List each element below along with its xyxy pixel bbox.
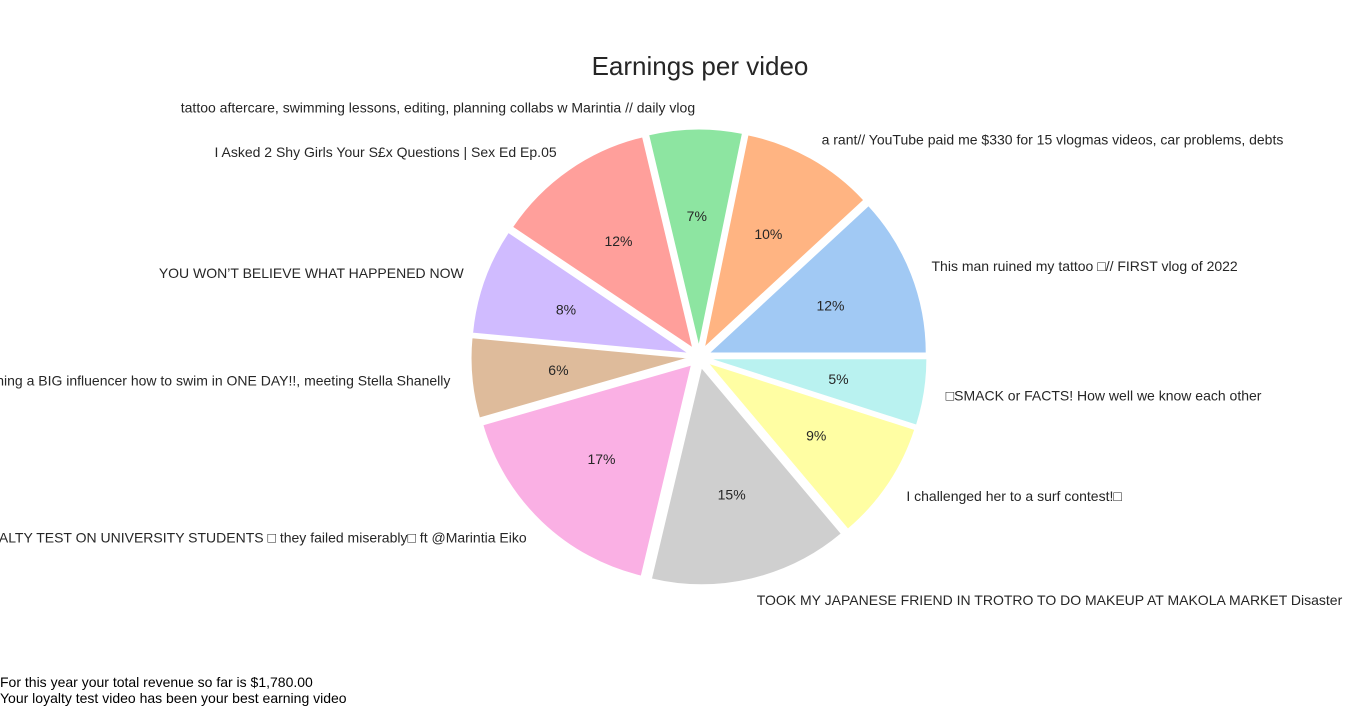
pie-slice — [709, 358, 928, 426]
chart-title: Earnings per video — [592, 51, 809, 81]
slice-category-label: TOOK MY JAPANESE FRIEND IN TROTRO TO DO … — [757, 592, 1343, 608]
slice-percent-label: 7% — [687, 208, 707, 224]
best-video-text: Your loyalty test video has been your be… — [0, 690, 347, 706]
pie-slice — [650, 366, 843, 586]
pie-slice — [472, 231, 689, 354]
slice-category-label: This man ruined my tattoo □// FIRST vlog… — [932, 258, 1238, 274]
slice-percent-label: 17% — [587, 451, 615, 467]
pie-slice — [470, 337, 689, 419]
pie-slice — [707, 204, 927, 354]
slice-category-label: □SMACK or FACTS! How well we know each o… — [946, 388, 1262, 404]
slice-percent-label: 6% — [548, 362, 568, 378]
slice-category-label: YOU WON’T BELIEVE WHAT HAPPENED NOW — [159, 265, 465, 281]
pie-slice — [703, 134, 865, 349]
slice-percent-label: 5% — [828, 371, 848, 387]
pie-slice — [482, 364, 693, 577]
pie-slice — [706, 362, 916, 530]
pie-labels: 12% This man ruined my tattoo □// FIRST v… — [0, 99, 1343, 608]
total-revenue-text: For this year your total revenue so far … — [0, 674, 313, 690]
pie-slice — [648, 128, 743, 347]
pie-slices — [470, 128, 928, 586]
slice-category-label: I challenged her to a surf contest!□ — [906, 488, 1122, 504]
slice-percent-label: 8% — [556, 302, 576, 318]
slice-category-label: I Asked 2 Shy Girls Your S£x Questions |… — [214, 144, 556, 160]
slice-percent-label: 10% — [754, 226, 782, 242]
pie-slice — [511, 136, 694, 350]
slice-percent-label: 15% — [718, 486, 746, 502]
slice-category-label: tattoo aftercare, swimming lessons, edit… — [181, 99, 695, 115]
slice-percent-label: 12% — [816, 298, 844, 314]
slice-category-label: a rant// YouTube paid me $330 for 15 vlo… — [822, 131, 1284, 147]
slice-percent-label: 12% — [604, 233, 632, 249]
revenue-summary: For this year your total revenue so far … — [0, 674, 347, 706]
slice-category-label: LOYALTY TEST ON UNIVERSITY STUDENTS □ th… — [0, 530, 527, 546]
slice-percent-label: 9% — [806, 428, 826, 444]
slice-category-label: Teaching a BIG influencer how to swim in… — [0, 372, 450, 388]
